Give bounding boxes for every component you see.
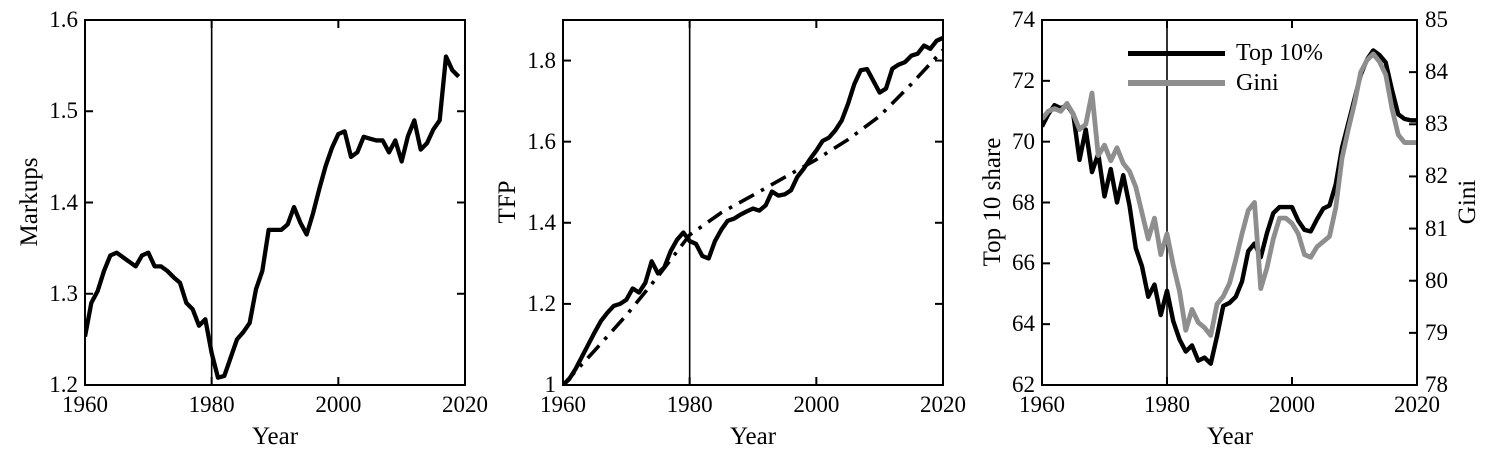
series-markups <box>85 54 461 380</box>
y-tick-label: 74 <box>1012 7 1035 32</box>
y-tick-label: 1.6 <box>527 128 556 154</box>
x-tick-label: 2000 <box>315 392 362 417</box>
x-tick-label: 1980 <box>666 392 713 417</box>
x-tick-label: 2020 <box>1394 392 1440 417</box>
x-tick-label: 1960 <box>540 392 586 417</box>
y-tick-label-right: 84 <box>1425 59 1448 85</box>
y-tick-label-right: 81 <box>1425 215 1448 241</box>
x-tick-label: 1960 <box>62 392 108 417</box>
legend-item-top10: Top 10% <box>1128 38 1323 68</box>
y-tick-label: 64 <box>1012 311 1035 337</box>
y-tick-label: 1.5 <box>49 98 78 124</box>
series-gini <box>1042 51 1417 338</box>
y-tick-label-right: 80 <box>1425 267 1448 293</box>
legend-line-gray <box>1128 80 1225 86</box>
series-tfp-trend <box>563 48 943 385</box>
y-tick-label: 1.2 <box>49 372 78 397</box>
x-tick-label: 2020 <box>442 392 488 417</box>
y-tick-label-right: 78 <box>1425 372 1448 397</box>
y-axis-label-tfp: TFP <box>494 180 521 224</box>
y-tick-label-right: 85 <box>1425 7 1448 32</box>
y-tick-label: 62 <box>1012 372 1035 397</box>
y-tick-label: 70 <box>1012 128 1035 154</box>
y-tick-label: 1.4 <box>49 189 78 215</box>
series-tfp <box>563 35 943 385</box>
x-axis-label-year-3: Year <box>1206 423 1254 450</box>
legend-item-gini: Gini <box>1128 68 1323 98</box>
legend: Top 10% Gini <box>1128 38 1323 98</box>
y-tick-label: 1.6 <box>49 7 78 32</box>
x-tick-label: 2020 <box>920 392 966 417</box>
y-tick-label-right: 82 <box>1425 163 1448 189</box>
legend-line-black <box>1128 50 1225 56</box>
y-tick-label: 72 <box>1012 67 1035 93</box>
x-tick-label: 1980 <box>188 392 235 417</box>
y-tick-label: 1.2 <box>527 290 556 316</box>
plot-box <box>562 19 944 386</box>
x-tick-label: 1980 <box>1144 392 1190 417</box>
y-tick-label-right: 79 <box>1425 319 1448 345</box>
y-tick-label: 1.3 <box>49 280 78 306</box>
plot-box <box>84 19 466 386</box>
y-axis-label-top10-share: Top 10 share <box>979 137 1006 267</box>
x-tick-label: 2000 <box>793 392 840 417</box>
y-tick-label: 68 <box>1012 189 1035 215</box>
y-tick-label: 1 <box>544 372 557 397</box>
y-axis-label-markups: Markups <box>16 157 43 247</box>
y-tick-label: 1.4 <box>527 209 556 235</box>
y-tick-label: 66 <box>1012 250 1035 276</box>
y-tick-label-right: 83 <box>1425 111 1448 137</box>
x-axis-label-year-1: Year <box>251 423 299 450</box>
legend-label-gini: Gini <box>1236 70 1279 96</box>
x-tick-label: 1960 <box>1019 392 1065 417</box>
x-axis-label-year-2: Year <box>729 423 777 450</box>
y-tick-label: 1.8 <box>527 47 556 73</box>
y-axis-label-gini: Gini <box>1454 179 1481 225</box>
x-tick-label: 2000 <box>1269 392 1315 417</box>
legend-label-top10: Top 10% <box>1236 40 1323 66</box>
